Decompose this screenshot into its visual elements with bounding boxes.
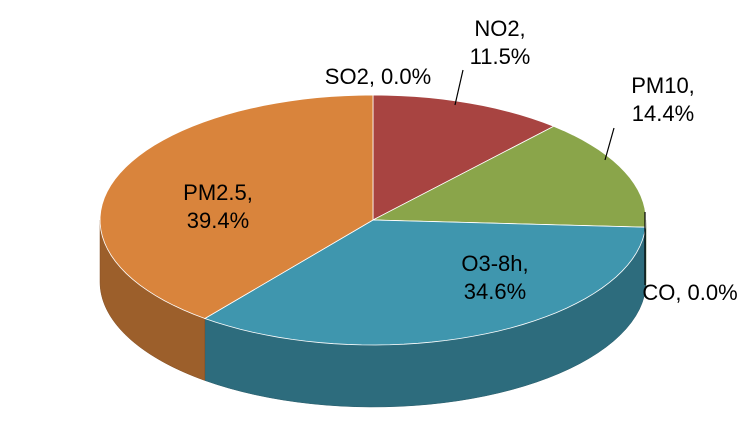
leader-line (454, 69, 464, 106)
data-label: CO, 0.0% (642, 280, 738, 305)
slice (372, 94, 555, 221)
data-label: NO2, 11.5% (469, 16, 531, 69)
leader-line (604, 127, 615, 161)
slice (99, 94, 374, 319)
data-label: PM10, 14.4% (631, 73, 695, 126)
data-label: SO2, 0.0% (324, 64, 432, 89)
data-label: O3-8h, 34.6% (461, 251, 529, 304)
data-label: PM2.5, 39.4% (183, 180, 253, 233)
slice (203, 219, 647, 346)
